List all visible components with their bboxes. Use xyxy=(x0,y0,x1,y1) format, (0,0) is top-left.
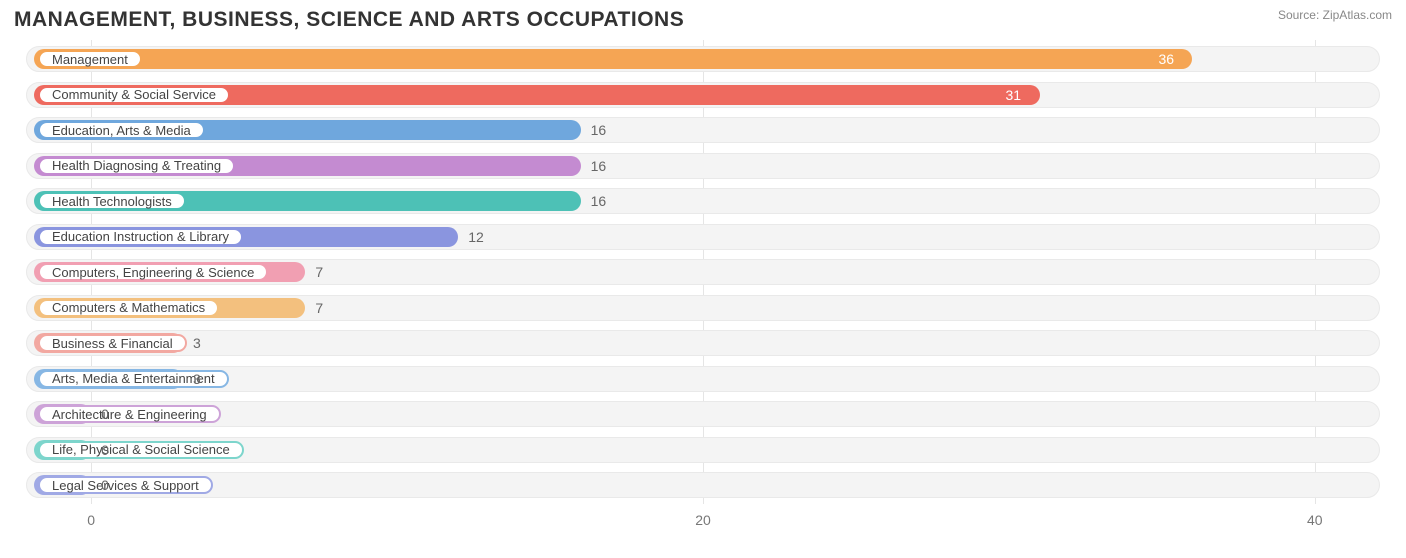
category-pill: Health Diagnosing & Treating xyxy=(38,157,235,175)
value-label: 0 xyxy=(101,470,109,500)
x-axis-labels: 0 20 40 xyxy=(14,508,1392,532)
bar-row: Education Instruction & Library 12 xyxy=(14,222,1392,252)
x-axis-tick-label: 20 xyxy=(695,512,711,528)
bar-row: Education, Arts & Media 16 xyxy=(14,115,1392,145)
value-label: 7 xyxy=(315,293,323,323)
bar-row: Management 36 xyxy=(14,44,1392,74)
bar-row: Community & Social Service 31 xyxy=(14,80,1392,110)
value-label: 3 xyxy=(193,328,201,358)
category-pill: Architecture & Engineering xyxy=(38,405,221,423)
category-pill: Education, Arts & Media xyxy=(38,121,205,139)
data-bar xyxy=(34,49,1192,69)
bar-rows: Management36Community & Social Service31… xyxy=(14,44,1392,500)
value-label: 7 xyxy=(315,257,323,287)
value-label: 0 xyxy=(101,399,109,429)
bar-row: Health Diagnosing & Treating 16 xyxy=(14,151,1392,181)
plot-region: Management36Community & Social Service31… xyxy=(14,40,1392,504)
chart-area: Management36Community & Social Service31… xyxy=(14,40,1392,532)
value-label: 16 xyxy=(591,115,607,145)
bar-row: Health Technologists 16 xyxy=(14,186,1392,216)
category-pill: Management xyxy=(38,50,142,68)
chart-header: MANAGEMENT, BUSINESS, SCIENCE AND ARTS O… xyxy=(14,8,1392,32)
bar-row: Arts, Media & Entertainment3 xyxy=(14,364,1392,394)
bar-row: Legal Services & Support0 xyxy=(14,470,1392,500)
bar-track xyxy=(26,366,1380,392)
value-label: 31 xyxy=(1006,80,1022,110)
value-label: 16 xyxy=(591,186,607,216)
source-name: ZipAtlas.com xyxy=(1323,8,1392,22)
bar-track xyxy=(26,330,1380,356)
bar-row: Computers, Engineering & Science 7 xyxy=(14,257,1392,287)
category-pill: Life, Physical & Social Science xyxy=(38,441,244,459)
value-label: 12 xyxy=(468,222,484,252)
x-axis-tick-label: 0 xyxy=(87,512,95,528)
category-pill: Legal Services & Support xyxy=(38,476,213,494)
category-pill: Health Technologists xyxy=(38,192,186,210)
category-pill: Community & Social Service xyxy=(38,86,230,104)
source-attribution: Source: ZipAtlas.com xyxy=(1278,8,1392,22)
source-label: Source: xyxy=(1278,8,1319,22)
x-axis-tick-label: 40 xyxy=(1307,512,1323,528)
category-pill: Computers & Mathematics xyxy=(38,299,219,317)
category-pill: Business & Financial xyxy=(38,334,187,352)
bar-track xyxy=(26,472,1380,498)
bar-track xyxy=(26,401,1380,427)
bar-row: Architecture & Engineering0 xyxy=(14,399,1392,429)
value-label: 16 xyxy=(591,151,607,181)
bar-row: Life, Physical & Social Science0 xyxy=(14,435,1392,465)
value-label: 3 xyxy=(193,364,201,394)
chart-title: MANAGEMENT, BUSINESS, SCIENCE AND ARTS O… xyxy=(14,8,684,32)
category-pill: Computers, Engineering & Science xyxy=(38,263,268,281)
bar-row: Business & Financial 3 xyxy=(14,328,1392,358)
value-label: 0 xyxy=(101,435,109,465)
value-label: 36 xyxy=(1158,44,1174,74)
category-pill: Education Instruction & Library xyxy=(38,228,243,246)
bar-row: Computers & Mathematics 7 xyxy=(14,293,1392,323)
